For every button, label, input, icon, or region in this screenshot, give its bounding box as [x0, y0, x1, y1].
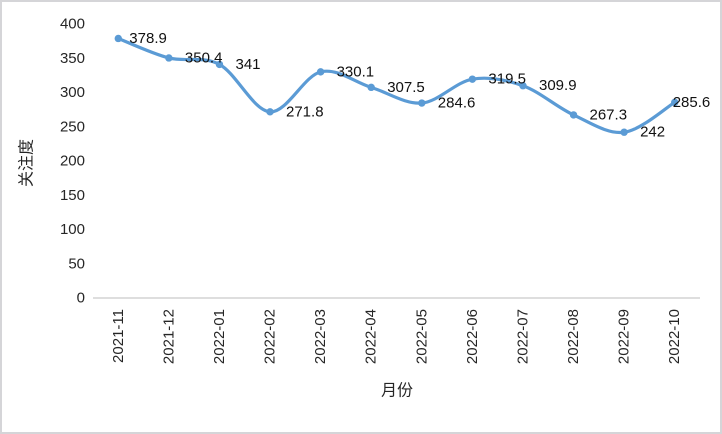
x-tick-label: 2022-04 — [363, 309, 380, 364]
data-point-marker — [569, 111, 578, 119]
data-point-marker — [165, 54, 173, 62]
data-point-marker — [418, 99, 426, 107]
x-tick-label: 2022-07 — [515, 309, 532, 364]
data-point-marker — [215, 60, 224, 69]
x-tick-label: 2022-08 — [565, 309, 582, 364]
y-tick-label: 200 — [60, 153, 85, 170]
y-tick-label: 100 — [60, 221, 85, 238]
y-tick-label: 150 — [60, 187, 85, 204]
x-tick-label: 2022-03 — [312, 309, 329, 364]
y-tick-label: 50 — [68, 255, 85, 272]
y-axis-tick-labels: 400 350 300 250 200 150 100 50 0 — [60, 16, 85, 307]
y-tick-label: 400 — [60, 16, 85, 33]
y-tick-label: 300 — [60, 84, 85, 101]
data-label: 330.1 — [337, 63, 375, 80]
data-point-marker — [114, 34, 122, 43]
data-label: 307.5 — [387, 79, 425, 96]
data-label: 341 — [236, 56, 261, 73]
x-tick-label: 2022-01 — [211, 309, 228, 364]
x-tick-label: 2022-09 — [616, 309, 633, 364]
x-tick-label: 2022-06 — [464, 309, 481, 364]
y-tick-label: 250 — [60, 118, 85, 135]
data-label: 267.3 — [590, 106, 628, 123]
data-label: 284.6 — [438, 95, 476, 112]
y-tick-label: 0 — [77, 290, 85, 307]
x-axis-title: 月份 — [381, 382, 413, 400]
data-point-marker — [266, 108, 274, 116]
data-point-markers — [114, 34, 679, 136]
x-tick-label: 2022-02 — [262, 309, 279, 364]
x-tick-label: 2022-05 — [413, 309, 430, 364]
data-point-marker — [519, 82, 527, 90]
y-axis-title: 关注度 — [18, 139, 36, 187]
x-axis-tick-labels: 2021-11 2021-12 2022-01 2022-02 2022-03 2022-… — [110, 309, 683, 364]
data-label: 242 — [640, 124, 665, 141]
data-label: 319.5 — [488, 71, 526, 88]
data-point-marker — [316, 68, 325, 76]
data-point-marker — [620, 128, 628, 136]
data-label: 271.8 — [286, 103, 324, 120]
data-label: 378.9 — [129, 30, 167, 47]
data-label: 309.9 — [539, 77, 577, 94]
data-label: 350.4 — [185, 50, 223, 67]
x-tick-label: 2021-11 — [110, 309, 127, 363]
y-tick-label: 350 — [60, 50, 85, 67]
data-point-marker — [367, 83, 375, 92]
data-labels: 378.9 350.4 341 271.8 330.1 307.5 284.6 319.5 30… — [129, 30, 710, 141]
data-point-marker — [671, 98, 679, 107]
x-tick-label: 2022-10 — [666, 309, 683, 364]
data-point-marker — [468, 75, 477, 83]
data-label: 285.6 — [673, 94, 711, 111]
x-tick-label: 2021-12 — [160, 309, 177, 364]
